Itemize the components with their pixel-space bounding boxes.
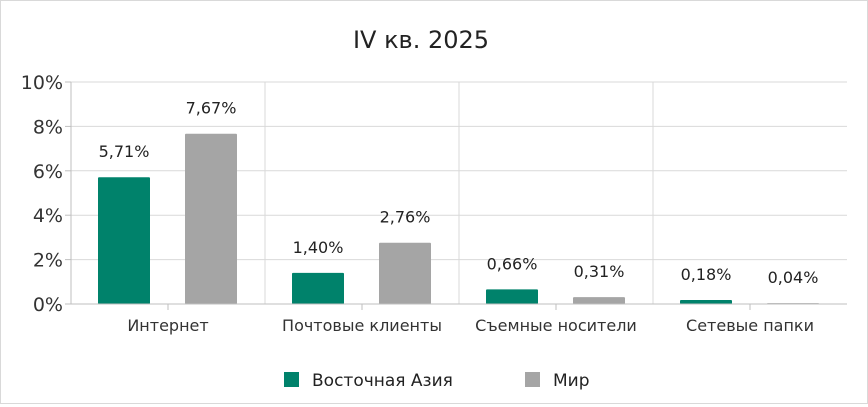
bar-east-asia <box>680 300 732 304</box>
bar-world <box>185 133 237 304</box>
bar-east-asia <box>486 289 538 304</box>
data-label: 0,66% <box>487 254 538 273</box>
legend-swatch <box>525 372 540 387</box>
legend-label: Мир <box>553 371 590 391</box>
y-tick-label: 8% <box>33 116 63 138</box>
bar-east-asia <box>292 272 344 304</box>
data-label: 0,31% <box>574 262 625 281</box>
y-tick-label: 6% <box>33 161 63 183</box>
bar-world <box>573 297 625 304</box>
y-tick-label: 0% <box>33 294 63 316</box>
x-tick-label: Сетевые папки <box>686 316 814 335</box>
y-tick-label: 10% <box>21 72 63 94</box>
bar-east-asia <box>98 177 150 304</box>
x-tick-label: Интернет <box>127 316 208 335</box>
x-tick-label: Съемные носители <box>475 316 637 335</box>
y-tick-label: 2% <box>33 250 63 272</box>
data-label: 0,18% <box>681 265 732 284</box>
data-label: 0,04% <box>768 268 819 287</box>
data-label: 1,40% <box>293 238 344 257</box>
data-label: 5,71% <box>99 142 150 161</box>
data-label: 7,67% <box>186 99 237 118</box>
legend-swatch <box>284 372 299 387</box>
chart-title: IV кв. 2025 <box>353 26 489 54</box>
y-tick-label: 4% <box>33 205 63 227</box>
data-label: 2,76% <box>380 208 431 227</box>
bar-world <box>379 242 431 304</box>
legend-label: Восточная Азия <box>312 371 453 391</box>
x-tick-label: Почтовые клиенты <box>282 316 442 335</box>
